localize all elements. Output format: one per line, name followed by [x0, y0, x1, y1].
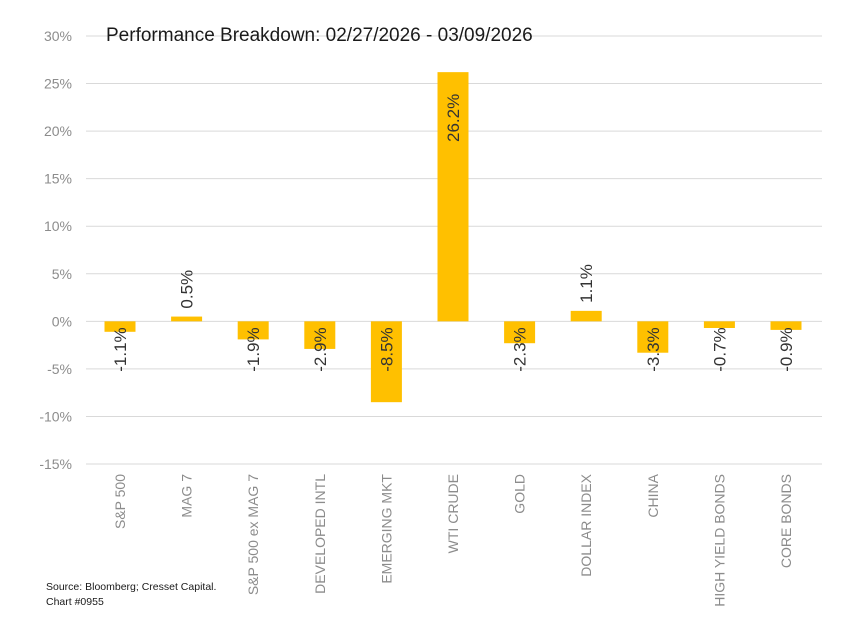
x-axis-ticks: S&P 500 MAG 7 S&P 500 ex MAG 7 DEVELOPED IN… [112, 473, 794, 606]
bar [770, 321, 802, 330]
y-tick-label: -5% [47, 361, 72, 377]
chart-title: Performance Breakdown: 02/27/2026 - 03/0… [106, 25, 533, 46]
y-tick-label: 0% [52, 313, 72, 329]
data-label: -3.3% [644, 327, 663, 371]
x-tick-label: WTI CRUDE [445, 474, 461, 553]
y-tick-label: -15% [39, 456, 72, 472]
data-labels: -1.1% 0.5% -1.9% -2.9% -8.5% 26.2% -2.3% 1.1% -3… [111, 94, 796, 372]
x-tick-label: S&P 500 ex MAG 7 [245, 474, 261, 595]
data-label: -0.7% [710, 327, 729, 371]
bar [504, 321, 536, 344]
data-label: -1.1% [111, 327, 130, 371]
x-tick-label: HIGH YIELD BONDS [711, 474, 727, 607]
data-label: 1.1% [577, 264, 596, 303]
y-tick-label: 15% [44, 171, 72, 187]
chart-id: Chart #0955 [46, 596, 104, 608]
bar [437, 72, 469, 322]
bar [171, 316, 203, 322]
bar [304, 321, 336, 349]
bars [104, 72, 802, 403]
y-axis-ticks: 30% 25% 20% 15% 10% 5% 0% -5% -10% -15% [39, 28, 72, 472]
bar [237, 321, 269, 340]
y-tick-label: 10% [44, 218, 72, 234]
data-label: -0.9% [777, 327, 796, 371]
x-tick-label: S&P 500 [112, 474, 128, 529]
data-label: -2.9% [311, 327, 330, 371]
y-tick-label: 25% [44, 76, 72, 92]
data-label: -8.5% [377, 327, 396, 371]
data-label: -2.3% [511, 327, 530, 371]
bar [370, 321, 402, 403]
x-tick-label: CHINA [645, 473, 661, 517]
x-tick-label: EMERGING MKT [378, 474, 394, 584]
x-tick-label: DOLLAR INDEX [578, 473, 594, 576]
y-tick-label: 20% [44, 123, 72, 139]
x-tick-label: GOLD [512, 474, 528, 514]
bar [703, 321, 735, 328]
source-note: Source: Bloomberg; Cresset Capital. Char… [46, 580, 216, 610]
data-label: -1.9% [244, 327, 263, 371]
source-text: Source: Bloomberg; Cresset Capital. [46, 581, 217, 593]
data-label: 26.2% [444, 94, 463, 142]
y-tick-label: -10% [39, 408, 72, 424]
x-tick-label: CORE BONDS [778, 474, 794, 568]
x-tick-label: DEVELOPED INTL [312, 474, 328, 594]
y-tick-label: 5% [52, 266, 72, 282]
y-tick-label: 30% [44, 28, 72, 44]
bar [637, 321, 669, 353]
bar [104, 321, 136, 332]
bar [570, 310, 602, 322]
x-tick-label: MAG 7 [179, 474, 195, 518]
data-label: 0.5% [178, 270, 197, 309]
